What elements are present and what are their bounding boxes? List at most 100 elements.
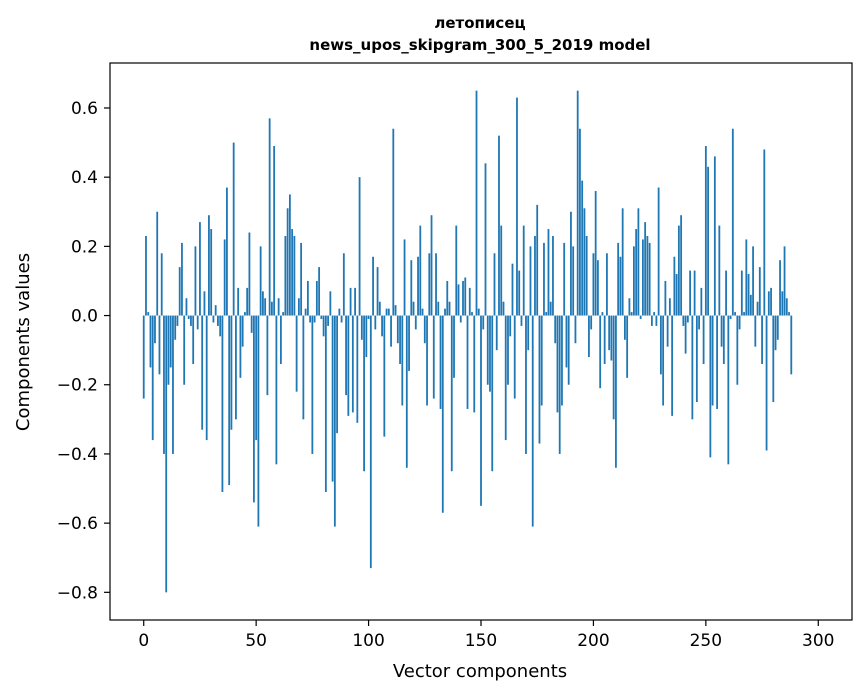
bar	[720, 315, 723, 347]
bar	[779, 260, 781, 316]
bar	[273, 146, 276, 316]
bar	[682, 315, 685, 326]
bar	[300, 242, 303, 316]
x-tick-label: 150	[465, 631, 497, 651]
bar	[543, 242, 545, 316]
bar	[295, 315, 298, 392]
bar	[527, 315, 530, 351]
bar	[743, 312, 745, 316]
bar	[689, 270, 692, 316]
bar	[430, 215, 433, 316]
bar	[347, 315, 350, 416]
bar	[374, 315, 377, 330]
bar	[509, 315, 512, 337]
bar	[704, 146, 707, 316]
bar	[315, 280, 318, 316]
bar	[288, 194, 291, 316]
bar	[363, 315, 365, 472]
bar	[657, 187, 660, 316]
bar	[408, 315, 410, 371]
bar	[185, 298, 188, 316]
bar	[167, 315, 170, 385]
bar	[480, 315, 482, 506]
bar	[266, 315, 269, 396]
bar	[502, 301, 505, 316]
bar	[630, 312, 633, 316]
bar	[381, 315, 383, 337]
bar	[466, 315, 469, 409]
bar	[414, 315, 417, 330]
bar	[199, 222, 201, 316]
bar	[412, 301, 415, 316]
bar	[677, 225, 680, 316]
y-tick-label: −0.6	[57, 514, 98, 534]
bar	[570, 211, 572, 316]
bar	[214, 305, 217, 316]
bar	[194, 246, 197, 316]
bar	[282, 312, 285, 316]
bar	[565, 315, 568, 368]
x-tick-label: 100	[352, 631, 384, 651]
bar	[250, 315, 253, 333]
bar	[196, 315, 199, 330]
bar	[210, 229, 213, 316]
bar	[183, 315, 186, 385]
bar	[284, 235, 287, 316]
bar	[738, 315, 741, 330]
bar	[385, 308, 388, 316]
bar	[432, 315, 435, 399]
bar	[597, 260, 599, 316]
bar	[253, 315, 255, 503]
bar	[378, 301, 381, 316]
bar	[693, 270, 696, 316]
bar	[145, 235, 147, 316]
bar	[333, 315, 336, 527]
bar	[235, 315, 237, 420]
bar	[223, 239, 226, 316]
bar	[270, 301, 273, 316]
bar	[372, 256, 374, 316]
bar	[342, 253, 345, 316]
bar	[320, 315, 323, 320]
bar	[619, 256, 622, 316]
bar	[588, 315, 590, 358]
bar	[255, 315, 258, 441]
bar	[468, 287, 471, 316]
bar	[722, 315, 725, 364]
bar	[306, 280, 309, 316]
bar	[590, 315, 593, 330]
bar	[327, 315, 329, 326]
bar	[259, 246, 262, 316]
bar	[489, 315, 491, 392]
bar	[641, 239, 644, 316]
bar	[358, 177, 361, 316]
bar	[675, 274, 678, 316]
bar	[450, 315, 453, 472]
bar	[529, 246, 532, 316]
bar	[549, 301, 552, 316]
bars-group	[142, 90, 793, 593]
y-tick-label: 0.2	[71, 237, 98, 257]
bar	[329, 291, 332, 316]
bar	[403, 239, 406, 316]
bar	[725, 270, 727, 316]
bar	[545, 312, 548, 316]
bar	[603, 315, 606, 364]
bar	[504, 315, 507, 441]
bar	[172, 315, 174, 454]
bar	[221, 315, 224, 492]
bar	[612, 315, 615, 420]
bar	[709, 315, 712, 458]
bar	[318, 267, 321, 316]
bar	[365, 315, 368, 358]
bar	[435, 253, 437, 316]
bar	[340, 315, 343, 323]
chart-title: летописец	[434, 14, 525, 32]
bar	[671, 315, 674, 416]
bar	[237, 287, 240, 316]
bar	[552, 235, 554, 316]
bar	[475, 90, 478, 316]
x-tick-label: 50	[245, 631, 267, 651]
bar	[169, 315, 172, 368]
